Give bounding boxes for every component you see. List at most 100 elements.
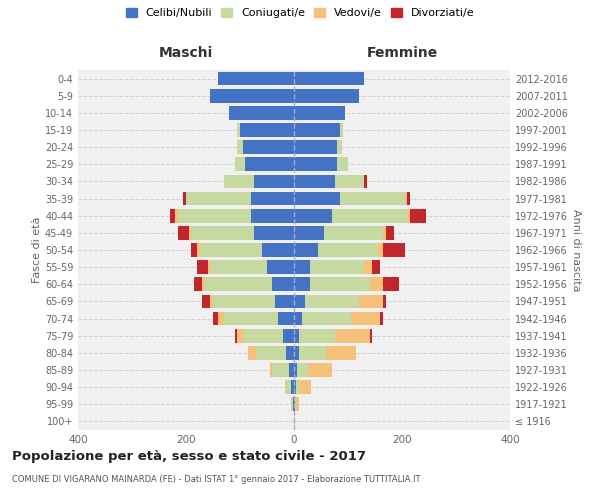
Bar <box>372 260 380 274</box>
Bar <box>294 363 296 377</box>
Bar <box>292 398 293 411</box>
Text: COMUNE DI VIGARANO MAINARDA (FE) - Dati ISTAT 1° gennaio 2017 - Elaborazione TUT: COMUNE DI VIGARANO MAINARDA (FE) - Dati … <box>12 475 421 484</box>
Bar <box>178 209 251 222</box>
Bar <box>302 312 351 326</box>
Bar <box>407 192 410 205</box>
Bar <box>404 192 407 205</box>
Text: Maschi: Maschi <box>159 46 213 60</box>
Bar <box>191 226 254 239</box>
Bar <box>410 209 426 222</box>
Bar <box>275 294 294 308</box>
Bar <box>202 294 211 308</box>
Bar <box>294 243 319 257</box>
Bar <box>245 158 294 171</box>
Bar <box>364 174 367 188</box>
Bar <box>286 380 292 394</box>
Bar <box>294 89 359 102</box>
Bar <box>175 209 178 222</box>
Bar <box>337 158 348 171</box>
Bar <box>350 312 380 326</box>
Bar <box>294 209 332 222</box>
Bar <box>256 346 286 360</box>
Bar <box>270 363 272 377</box>
Bar <box>407 209 410 222</box>
Bar <box>310 260 364 274</box>
Bar <box>267 260 294 274</box>
Bar <box>218 72 294 86</box>
Bar <box>254 174 294 188</box>
Bar <box>197 260 208 274</box>
Bar <box>294 312 302 326</box>
Bar <box>235 158 245 171</box>
Legend: Celibi/Nubili, Coniugati/e, Vedovi/e, Divorziati/e: Celibi/Nubili, Coniugati/e, Vedovi/e, Di… <box>124 6 476 20</box>
Bar <box>272 363 289 377</box>
Bar <box>335 329 370 342</box>
Bar <box>278 312 294 326</box>
Bar <box>186 192 251 205</box>
Bar <box>326 346 356 360</box>
Bar <box>359 294 383 308</box>
Bar <box>294 294 305 308</box>
Bar <box>202 278 205 291</box>
Bar <box>184 192 186 205</box>
Bar <box>211 89 294 102</box>
Bar <box>235 329 238 342</box>
Bar <box>370 278 383 291</box>
Bar <box>294 140 337 154</box>
Bar <box>194 278 202 291</box>
Bar <box>242 140 294 154</box>
Bar <box>294 192 340 205</box>
Bar <box>254 226 294 239</box>
Bar <box>294 260 310 274</box>
Bar <box>294 174 335 188</box>
Bar <box>208 260 211 274</box>
Bar <box>248 346 256 360</box>
Bar <box>294 72 364 86</box>
Bar <box>197 243 199 257</box>
Bar <box>229 106 294 120</box>
Bar <box>319 243 378 257</box>
Text: Femmine: Femmine <box>367 46 437 60</box>
Bar <box>205 278 272 291</box>
Bar <box>324 226 383 239</box>
Bar <box>218 312 224 326</box>
Bar <box>296 363 308 377</box>
Bar <box>251 209 294 222</box>
Bar <box>251 192 294 205</box>
Y-axis label: Fasce di età: Fasce di età <box>32 217 42 283</box>
Bar <box>283 329 294 342</box>
Bar <box>383 278 400 291</box>
Bar <box>286 346 294 360</box>
Bar <box>211 260 267 274</box>
Bar <box>383 294 386 308</box>
Bar <box>224 174 254 188</box>
Bar <box>213 294 275 308</box>
Y-axis label: Anni di nascita: Anni di nascita <box>571 209 581 291</box>
Bar <box>238 140 242 154</box>
Bar <box>224 312 278 326</box>
Bar <box>294 158 337 171</box>
Bar <box>310 278 370 291</box>
Bar <box>299 346 326 360</box>
Bar <box>294 329 299 342</box>
Bar <box>296 380 300 394</box>
Bar <box>294 278 310 291</box>
Bar <box>300 380 311 394</box>
Bar <box>289 363 294 377</box>
Bar <box>378 243 383 257</box>
Bar <box>383 243 405 257</box>
Bar <box>308 363 332 377</box>
Bar <box>292 380 294 394</box>
Bar <box>188 226 191 239</box>
Bar <box>386 226 394 239</box>
Bar <box>242 329 283 342</box>
Bar <box>211 294 213 308</box>
Bar <box>305 294 359 308</box>
Bar <box>294 226 324 239</box>
Bar <box>293 398 294 411</box>
Bar <box>272 278 294 291</box>
Bar <box>370 329 372 342</box>
Bar <box>170 209 175 222</box>
Bar <box>383 226 386 239</box>
Bar <box>294 123 340 137</box>
